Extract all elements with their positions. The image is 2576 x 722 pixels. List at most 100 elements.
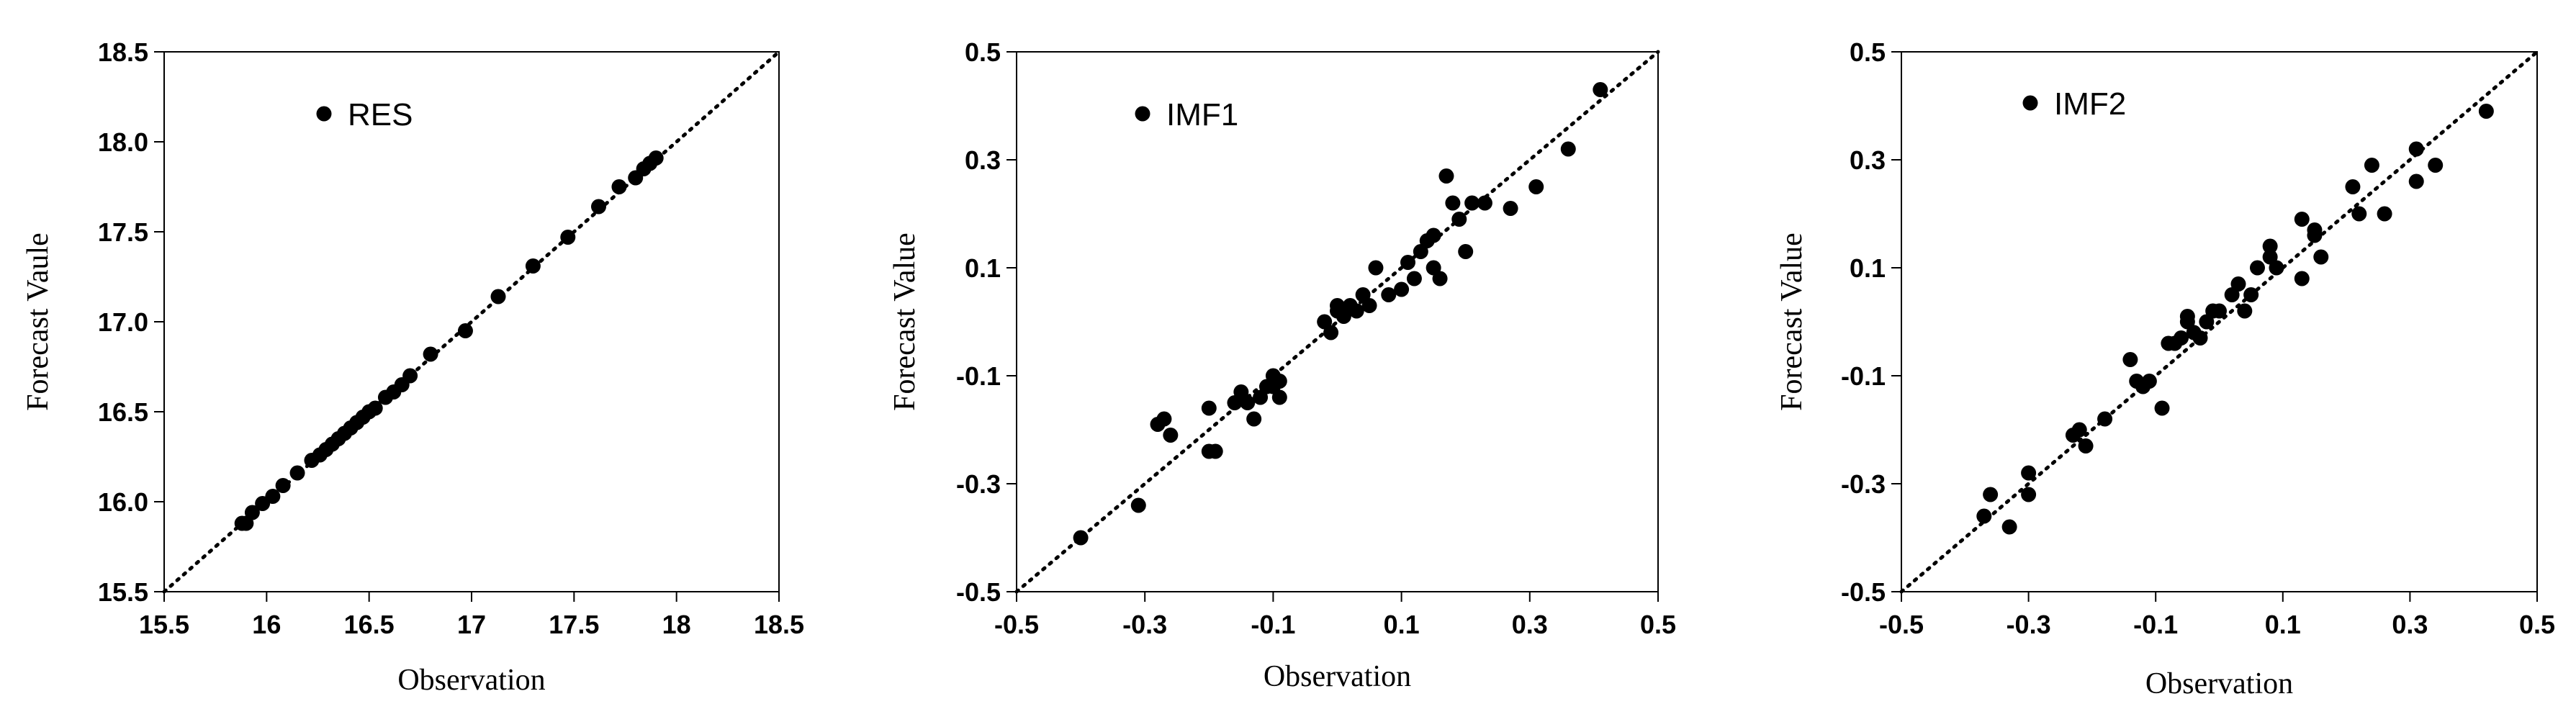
x-tick-label: 0.3 [1512, 610, 1548, 639]
data-point [275, 478, 291, 493]
data-point [2351, 206, 2367, 222]
data-point [2408, 141, 2424, 157]
data-point [1445, 195, 1461, 211]
data-point [1156, 411, 1172, 427]
data-point [2262, 238, 2278, 254]
data-point [560, 230, 576, 245]
y-tick-label: 18.5 [98, 37, 148, 67]
data-point [2021, 465, 2037, 481]
y-tick-label: 17.0 [98, 307, 148, 337]
data-point [2428, 158, 2444, 173]
data-point [2021, 487, 2037, 502]
data-point [490, 289, 506, 304]
reference-line [162, 50, 781, 594]
data-point [1240, 395, 1256, 410]
x-tick-label: -0.1 [1251, 610, 1295, 639]
x-tick-label: 17.5 [549, 610, 599, 639]
data-point [2243, 287, 2259, 302]
data-point [1361, 298, 1377, 313]
y-tick-label: 16.0 [98, 487, 148, 517]
x-axis-title: Observation [397, 664, 545, 697]
x-tick-label: 16.5 [344, 610, 395, 639]
y-tick-label: -0.5 [1841, 577, 1886, 607]
data-point [1426, 227, 1441, 243]
data-point [2078, 438, 2094, 453]
data-point [2141, 374, 2157, 389]
data-point [2230, 276, 2246, 292]
data-point [590, 199, 606, 215]
data-point [2071, 422, 2087, 438]
x-tick-label: 18 [662, 610, 691, 639]
data-point [1477, 195, 1492, 211]
data-point [1406, 271, 1422, 286]
x-axis-title: Observation [1264, 660, 1411, 693]
x-tick-label: 0.1 [2265, 610, 2301, 639]
y-tick-label: 0.5 [1850, 37, 1886, 67]
y-tick-label: 16.5 [98, 397, 148, 427]
y-tick-label: 17.5 [98, 217, 148, 247]
chart-panel-2: -0.5 -0.3 -0.1 0.1 0.3 0.5 -0.5 -0.3 -0.1 0.1 0.3 0… [888, 37, 1676, 693]
y-tick-label: -0.3 [956, 469, 1001, 499]
data-point [2249, 260, 2265, 276]
data-point [1348, 303, 1364, 319]
y-tick-label: -0.1 [956, 361, 1001, 391]
data-point [2237, 303, 2253, 319]
x-tick-label: -0.5 [994, 610, 1039, 639]
reference-line [1899, 50, 2539, 594]
data-point [1528, 179, 1544, 194]
data-point [2478, 104, 2494, 119]
data-point [402, 368, 418, 384]
data-point [2174, 330, 2189, 346]
x-tick-label: 0.5 [2519, 610, 2555, 639]
data-point [367, 400, 383, 416]
x-tick-label: 0.3 [2392, 610, 2428, 639]
y-tick-label: -0.1 [1841, 361, 1886, 391]
data-point [1464, 195, 1480, 211]
y-tick-label: 0.3 [965, 145, 1001, 175]
data-point [1593, 82, 1608, 97]
legend-marker [1135, 106, 1150, 122]
data-point [2364, 158, 2379, 173]
data-point [244, 505, 260, 520]
chart-panel-1: 15.5 16 16.5 17 17.5 18 18.5 15.5 16.0 16.5 17.0 17… [22, 37, 804, 697]
data-point [423, 346, 438, 362]
x-tick-label: 15.5 [139, 610, 189, 639]
data-point [1271, 389, 1287, 405]
data-point [1130, 497, 1146, 513]
y-tick-label: -0.5 [956, 577, 1001, 607]
x-tick-label: -0.3 [1122, 610, 1167, 639]
data-point [2294, 271, 2310, 286]
plot-frame [1901, 51, 2538, 592]
y-tick-label: -0.3 [1841, 469, 1886, 499]
legend-label: IMF2 [2054, 86, 2126, 122]
data-point [265, 489, 281, 504]
y-tick-label: 0.1 [965, 253, 1001, 283]
reference-line [1014, 50, 1660, 594]
data-point [1073, 530, 1089, 546]
data-point [2212, 303, 2227, 319]
x-tick-label: -0.5 [1879, 610, 1924, 639]
y-axis-title: Forecast Value [888, 233, 922, 411]
legend-marker [2022, 95, 2038, 111]
data-point [1207, 443, 1223, 459]
data-point [1458, 244, 1474, 259]
data-point [1503, 201, 1518, 216]
y-tick-label: 0.1 [1850, 253, 1886, 283]
data-point [648, 150, 664, 166]
x-tick-label: 0.1 [1384, 610, 1420, 639]
data-point [611, 179, 627, 194]
data-point [2345, 179, 2361, 194]
x-tick-label: -0.1 [2133, 610, 2178, 639]
data-point [2192, 330, 2208, 346]
data-point [1323, 325, 1339, 340]
x-tick-label: 18.5 [754, 610, 804, 639]
data-point [2408, 173, 2424, 189]
data-point [289, 465, 305, 481]
chart-panel-3: -0.5 -0.3 -0.1 0.1 0.3 0.5 -0.5 -0.3 -0.1 0.1 0.3 0… [1775, 37, 2555, 700]
data-point [1400, 255, 1416, 270]
data-point [2179, 309, 2195, 324]
y-tick-label: 0.3 [1850, 145, 1886, 175]
data-point [457, 323, 473, 338]
data-point [1560, 141, 1576, 157]
data-point [1451, 212, 1467, 227]
